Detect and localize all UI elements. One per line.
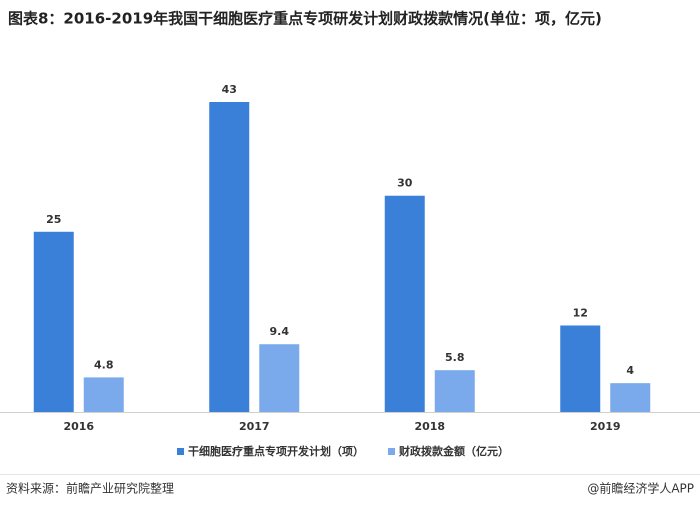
watermark: @前瞻经济学人APP <box>587 481 694 496</box>
bar <box>384 195 425 412</box>
value-label: 12 <box>573 306 588 319</box>
value-label: 43 <box>222 83 237 96</box>
value-label: 5.8 <box>445 351 465 364</box>
value-label: 25 <box>46 213 61 226</box>
bar <box>33 231 74 412</box>
x-tick-label: 2016 <box>63 420 94 433</box>
legend-label: 干细胞医疗重点专项开发计划（项） <box>188 444 364 458</box>
bar <box>610 383 651 412</box>
legend-swatch <box>388 448 395 455</box>
value-label: 30 <box>397 177 413 190</box>
x-tick-label: 2019 <box>590 420 621 433</box>
value-label: 9.4 <box>270 325 290 338</box>
value-label: 4 <box>626 364 634 377</box>
legend-label: 财政拨款金额（亿元） <box>398 444 509 458</box>
x-tick-label: 2018 <box>414 420 445 433</box>
bar <box>560 325 601 412</box>
bar <box>259 344 300 412</box>
chart-title: 图表8：2016-2019年我国干细胞医疗重点专项研发计划财政拨款情况(单位：项… <box>8 10 602 28</box>
x-tick-label: 2017 <box>239 420 270 433</box>
source: 资料来源：前瞻产业研究院整理 <box>6 481 174 496</box>
legend-swatch <box>177 448 184 455</box>
bar <box>83 377 124 412</box>
bar <box>434 370 475 412</box>
value-label: 4.8 <box>94 358 114 371</box>
bar <box>209 102 250 412</box>
